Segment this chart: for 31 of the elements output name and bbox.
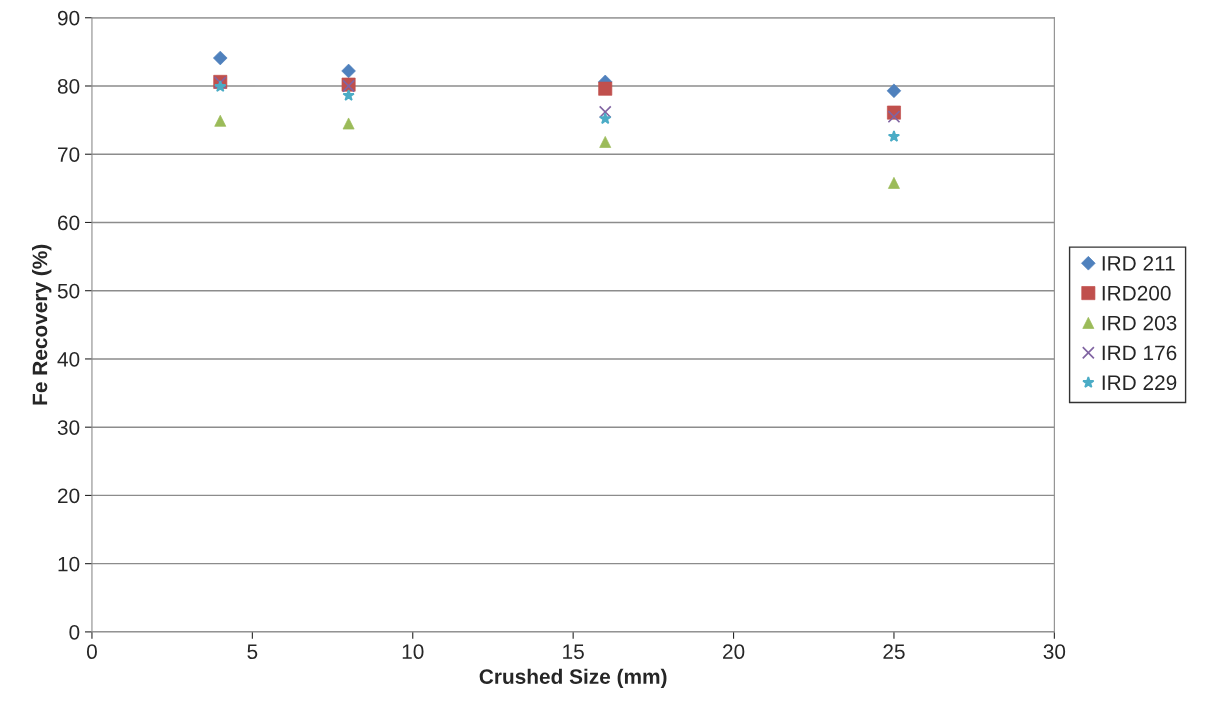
- y-tick-label: 40: [57, 351, 80, 367]
- point: [598, 105, 612, 119]
- legend-label: IRD 211: [1102, 255, 1175, 271]
- y-tick-label: 10: [58, 556, 80, 572]
- point: [887, 110, 901, 124]
- point: [342, 89, 355, 101]
- x-tick-label: 15: [563, 644, 584, 660]
- legend-label: IRD 203: [1102, 315, 1177, 331]
- point: [887, 130, 901, 142]
- x-tick-label: 10: [402, 644, 424, 660]
- y-tick-label: 30: [57, 420, 80, 435]
- x-axis-title: Crushed Size (mm): [479, 668, 667, 689]
- legend-label: IRD 176: [1102, 345, 1177, 361]
- y-tick-label: 50: [57, 283, 80, 299]
- point: [886, 83, 902, 98]
- x-tick-label: 0: [86, 644, 97, 660]
- y-tick-label: 0: [69, 624, 80, 640]
- legend-label: IRD 229: [1102, 375, 1177, 391]
- y-tick-label: 90: [57, 10, 80, 26]
- x-tick-label: 20: [723, 644, 745, 660]
- y-tick-label: 20: [58, 488, 80, 504]
- y-axis-title: Fe Recovery (%): [32, 244, 52, 405]
- x-tick-label: 5: [247, 644, 258, 660]
- x-tick-label: 30: [1043, 644, 1066, 660]
- y-tick-label: 70: [58, 147, 80, 162]
- point: [214, 80, 227, 93]
- point: [599, 112, 612, 125]
- legend-label: IRD200: [1102, 285, 1171, 301]
- y-tick-label: 80: [57, 78, 80, 94]
- y-tick-label: 60: [58, 215, 80, 231]
- x-tick-label: 25: [883, 644, 905, 660]
